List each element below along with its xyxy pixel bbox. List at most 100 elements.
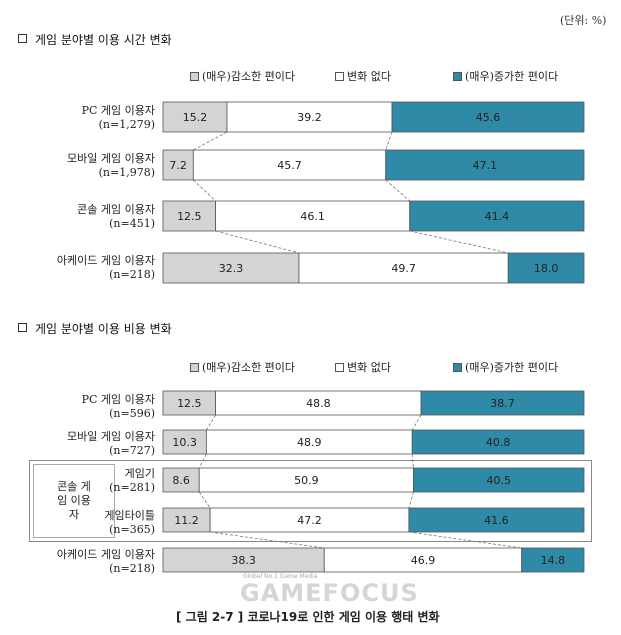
data-label-c1-r3-s2: 41.6 (484, 514, 509, 527)
data-label-c1-r2-s1: 50.9 (294, 474, 319, 487)
bar-seg-c0-r0-s0 (162, 101, 228, 133)
data-label-c0-r3-s0: 32.3 (219, 262, 244, 275)
data-label-c1-r1-s2: 40.8 (486, 436, 511, 449)
cat-name: PC 게임 이용자 (81, 104, 155, 117)
connector-line-c0-r2-b0 (193, 179, 216, 202)
connector-line-c0-r2-b1 (385, 179, 410, 202)
legend-increase-swatch (453, 71, 463, 81)
cat-name: PC 게임 이용자 (81, 393, 155, 406)
bar-seg-c1-r1-s0 (162, 429, 207, 455)
connector-line-c1-r2-b0 (198, 453, 207, 469)
bar-seg-c1-r2-s1 (198, 467, 414, 493)
cat-n: (n=1,978) (98, 166, 155, 179)
legend-nochange-label: 변화 없다 (347, 361, 392, 374)
legend-decrease: (매우)감소한 편이다 (190, 68, 295, 84)
chart2-cat-console-device: 게임기 (n=281) (109, 467, 155, 495)
bar-seg-c1-r4-s2 (521, 547, 585, 573)
data-label-c1-r2-s2: 40.5 (486, 474, 511, 487)
legend-nochange: 변화 없다 (335, 359, 391, 375)
bar-seg-c1-r1-s1 (205, 429, 413, 455)
bar-seg-c0-r0-s1 (226, 101, 393, 133)
data-label-c1-r0-s0: 12.5 (177, 397, 202, 410)
square-bullet-icon (18, 34, 27, 43)
cat-n: (n=281) (109, 481, 155, 494)
data-label-c1-r4-s2: 14.8 (541, 554, 566, 567)
chart2-cat-arcade: 아케이드 게임 이용자 (n=218) (57, 548, 155, 576)
connector-line-c0-r1-b1 (385, 131, 393, 151)
data-label-c0-r2-s2: 41.4 (485, 210, 510, 223)
cat-name: 모바일 게임 이용자 (67, 152, 155, 165)
data-label-c1-r4-s0: 38.3 (231, 554, 256, 567)
chart1-cat-arcade: 아케이드 게임 이용자 (n=218) (57, 254, 155, 282)
cat-name: 게임기 (124, 467, 155, 480)
chart2-title: 게임 분야별 이용 비용 변화 (18, 320, 172, 337)
data-label-c0-r1-s0: 7.2 (169, 159, 187, 172)
legend-increase: (매우)증가한 편이다 (453, 68, 558, 84)
connector-line-c0-r3-b1 (409, 230, 509, 254)
bar-seg-c0-r2-s1 (215, 200, 411, 232)
cat-name: 아케이드 게임 이용자 (56, 548, 155, 561)
data-label-c0-r1-s1: 45.7 (277, 159, 302, 172)
legend-increase-swatch (453, 362, 463, 372)
cat-name: 모바일 게임 이용자 (67, 430, 155, 443)
bar-seg-c0-r3-s2 (507, 252, 585, 284)
bar-seg-c1-r4-s0 (162, 547, 325, 573)
legend-nochange-swatch (335, 71, 345, 81)
data-label-c1-r2-s0: 8.6 (172, 474, 190, 487)
cat-n: (n=365) (109, 523, 155, 536)
bar-seg-c0-r1-s1 (192, 149, 387, 181)
cat-n: (n=218) (109, 268, 155, 281)
square-bullet-icon (18, 323, 27, 332)
connector-line-c1-r3-b1 (408, 491, 414, 509)
cat-name: 게임타이틀 (104, 509, 155, 522)
connector-line-c1-r4-b1 (408, 531, 522, 549)
data-label-c0-r0-s2: 45.6 (476, 111, 501, 124)
figure-caption: [ 그림 2-7 ] 코로나19로 인한 게임 이용 행태 변화 (176, 610, 440, 624)
data-label-c1-r0-s1: 48.8 (306, 397, 331, 410)
legend-decrease-swatch (190, 71, 199, 81)
data-label-c1-r3-s1: 47.2 (297, 514, 322, 527)
bar-seg-c0-r2-s2 (409, 200, 585, 232)
chart2-title-text: 게임 분야별 이용 비용 변화 (35, 322, 172, 336)
cat-n: (n=451) (109, 217, 155, 230)
console-group-frame (29, 460, 592, 542)
chart1-title: 게임 분야별 이용 시간 변화 (18, 31, 172, 48)
chart2-legend: (매우)감소한 편이다 변화 없다 (매우)증가한 편이다 (190, 359, 598, 375)
bar-seg-c0-r3-s1 (298, 252, 509, 284)
data-label-c0-r0-s0: 15.2 (183, 111, 208, 124)
cat-n: (n=727) (109, 444, 155, 457)
data-label-c1-r0-s2: 38.7 (490, 397, 515, 410)
data-label-c1-r3-s0: 11.2 (174, 514, 199, 527)
cat-n: (n=1,279) (98, 118, 155, 131)
data-label-c0-r2-s0: 12.5 (177, 210, 202, 223)
legend-decrease-label: (매우)감소한 편이다 (202, 361, 296, 374)
bar-seg-c1-r2-s2 (413, 467, 585, 493)
unit-label: (단위: %) (560, 14, 607, 27)
legend-decrease-label: (매우)감소한 편이다 (202, 70, 296, 83)
connector-line-c0-r3-b0 (215, 230, 300, 254)
cat-n: (n=218) (109, 562, 155, 575)
legend-increase-label: (매우)증가한 편이다 (465, 361, 559, 374)
connector-line-c1-r4-b0 (210, 531, 325, 549)
bar-seg-c0-r1-s2 (385, 149, 585, 181)
connector-line-c1-r1-b1 (411, 414, 422, 431)
cat-n: (n=596) (109, 407, 155, 420)
chart2-cat-mobile: 모바일 게임 이용자 (n=727) (67, 430, 155, 458)
legend-decrease-swatch (190, 362, 199, 372)
data-label-c0-r0-s1: 39.2 (297, 111, 322, 124)
cat-name: 콘솔 게임 이용자 (77, 203, 155, 216)
data-label-c0-r1-s2: 47.1 (473, 159, 498, 172)
legend-increase: (매우)증가한 편이다 (453, 359, 558, 375)
bar-seg-c1-r3-s1 (209, 507, 410, 533)
chart2-cat-pc: PC 게임 이용자 (n=596) (82, 393, 155, 421)
connector-line-c1-r2-b1 (411, 453, 414, 469)
chart2-cat-console-title: 게임타이틀 (n=365) (104, 509, 155, 537)
watermark-logo: GAMEFOCUS (240, 579, 419, 607)
chart1-cat-console: 콘솔 게임 이용자 (n=451) (77, 203, 155, 231)
bar-seg-c1-r0-s2 (420, 390, 585, 416)
data-label-c1-r1-s0: 10.3 (172, 436, 197, 449)
legend-nochange-swatch (335, 362, 345, 372)
bar-seg-c0-r2-s0 (162, 200, 217, 232)
bar-seg-c1-r3-s2 (408, 507, 585, 533)
